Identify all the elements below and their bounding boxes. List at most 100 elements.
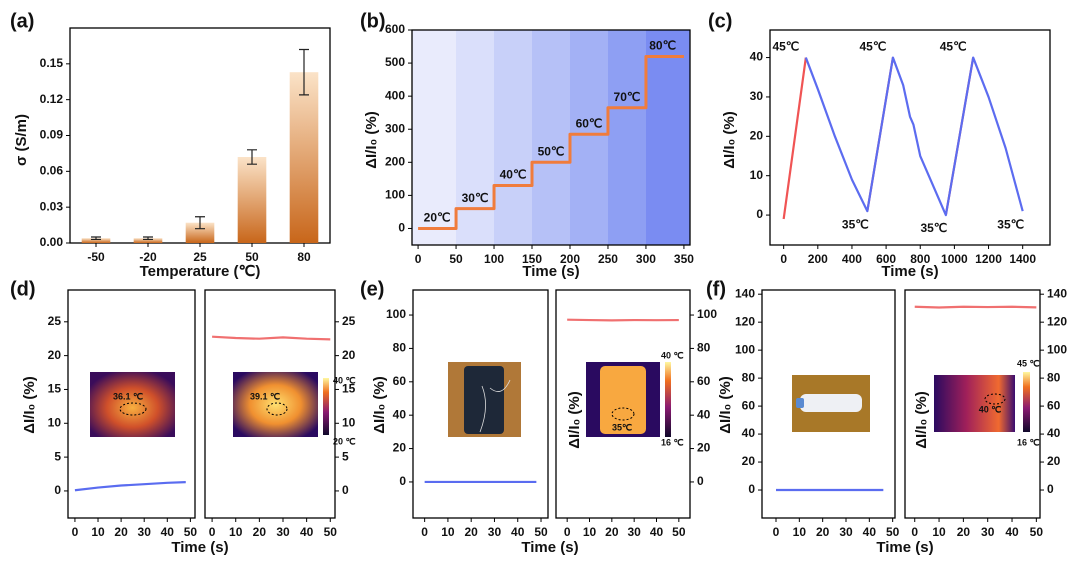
x-tick-label: 100 (484, 252, 504, 266)
error-bar (195, 216, 205, 230)
error-bar (247, 149, 257, 165)
inset-label: 39.1 ℃ (250, 391, 280, 401)
x-tick-label: 600 (876, 252, 896, 266)
y-tick-label: 100 (386, 307, 406, 321)
y-tick-label: 120 (1047, 314, 1067, 328)
panel-label: (f) (706, 278, 726, 300)
plot-frame (411, 29, 691, 246)
x-tick-label: 40 (863, 525, 877, 539)
y-tick-label: 300 (385, 121, 405, 135)
x-tick-label: 20 (605, 525, 619, 539)
x-tick-label: 50 (184, 525, 198, 539)
x-tick-label: 25 (193, 250, 207, 264)
y-tick-label: 0 (398, 221, 405, 235)
y-tick-label: 200 (385, 154, 405, 168)
y-tick-label: 600 (385, 22, 405, 36)
plot-frame (904, 289, 1041, 519)
x-tick-label: 10 (441, 525, 455, 539)
y-tick-label: 0 (399, 474, 406, 488)
plot-frame (412, 289, 549, 519)
inset-label: 36.1 ℃ (113, 391, 143, 401)
y-tick-label: 0 (1047, 482, 1054, 496)
x-tick-label: 1000 (941, 252, 968, 266)
annotation: 35℃ (920, 221, 947, 235)
x-tick-label: 10 (793, 525, 807, 539)
x-axis-label: Temperature (℃) (140, 263, 261, 280)
colorbar-label: 40 ℃ (333, 375, 356, 385)
y-tick-label: 20 (48, 348, 62, 362)
inset-label: 35℃ (612, 422, 632, 432)
data-line (212, 335, 331, 341)
y-tick-label: 0.00 (40, 235, 64, 249)
y-tick-label: 0.09 (40, 128, 64, 142)
y-tick-label: 20 (342, 348, 356, 362)
x-tick-label: 40 (300, 525, 314, 539)
y-tick-label: 25 (342, 314, 356, 328)
x-tick-label: 150 (522, 252, 542, 266)
x-tick-label: 0 (72, 525, 79, 539)
annotation: 45℃ (772, 40, 799, 54)
y-tick-label: 40 (742, 426, 756, 440)
y-tick-label: 60 (393, 374, 407, 388)
y-tick-label: 15 (48, 382, 62, 396)
bar (289, 72, 319, 243)
inset-e-left (448, 362, 521, 437)
colorbar-label: 40 ℃ (661, 350, 684, 360)
x-tick-label: 800 (910, 252, 930, 266)
bar (133, 238, 163, 243)
panel: 0 100 200 300 400 500 600 0 50 100 150 200 250 300 350… (360, 10, 694, 280)
y-tick-label: 500 (385, 55, 405, 69)
y-tick-label: 80 (742, 370, 756, 384)
x-axis-label: Time (s) (171, 539, 228, 556)
x-tick-label: 400 (842, 252, 862, 266)
inset-d-left: 36.1 ℃ (90, 372, 175, 437)
data-line (914, 305, 1037, 309)
y-axis-label: ΔI/I₀ (%) (913, 391, 930, 449)
y-tick-label: 0.12 (40, 92, 64, 106)
colorbar-label: 16 ℃ (661, 437, 684, 447)
y-tick-label: 5 (342, 449, 349, 463)
x-tick-label: 0 (564, 525, 571, 539)
x-tick-label: 10 (932, 525, 946, 539)
x-tick-label: 30 (981, 525, 995, 539)
x-tick-label: -20 (139, 250, 157, 264)
x-tick-label: 50 (886, 525, 900, 539)
x-tick-label: 50 (245, 250, 259, 264)
bar (185, 222, 215, 243)
annotation: 40℃ (500, 168, 527, 182)
x-axis-label: Time (s) (522, 263, 579, 280)
annotation: 70℃ (614, 90, 641, 104)
y-tick-label: 60 (742, 398, 756, 412)
plot-frame (555, 289, 691, 519)
x-tick-label: 20 (465, 525, 479, 539)
x-tick-label: 30 (488, 525, 502, 539)
x-tick-label: 40 (511, 525, 525, 539)
colorbar-label: 16 ℃ (1017, 437, 1040, 447)
y-axis-label: ΔI/I₀ (%) (717, 376, 734, 434)
y-tick-label: 60 (697, 374, 711, 388)
y-tick-label: 25 (48, 314, 62, 328)
data-line (74, 481, 186, 492)
y-tick-label: 80 (1047, 370, 1061, 384)
x-tick-label: 350 (674, 252, 694, 266)
y-axis-label: ΔI/I₀ (%) (371, 376, 388, 434)
x-axis-label: Time (s) (876, 539, 933, 556)
plot-frame (67, 289, 196, 519)
annotation: 35℃ (997, 217, 1024, 231)
y-tick-label: 0 (748, 482, 755, 496)
x-tick-label: 40 (650, 525, 664, 539)
y-tick-label: 20 (393, 441, 407, 455)
x-tick-label: 200 (560, 252, 580, 266)
error-bar (299, 48, 309, 96)
inset-f-left (792, 375, 870, 432)
y-tick-label: 20 (1047, 454, 1061, 468)
annotation: 80℃ (649, 39, 676, 53)
x-tick-label: 10 (91, 525, 105, 539)
panel: 0.00 0.03 0.06 0.09 0.12 0.15 -50 -20 25 50 80 (a) T… (10, 10, 331, 280)
panel: 0 5 10 15 20 25 0 10 20 30 40 50 (204, 289, 356, 539)
y-tick-label: 0 (756, 207, 763, 221)
data-line (418, 54, 684, 230)
panel: 0 20 40 60 80 100 0 10 20 30 40 50 (e) Time (s) ΔI/I₀ … (360, 278, 579, 556)
